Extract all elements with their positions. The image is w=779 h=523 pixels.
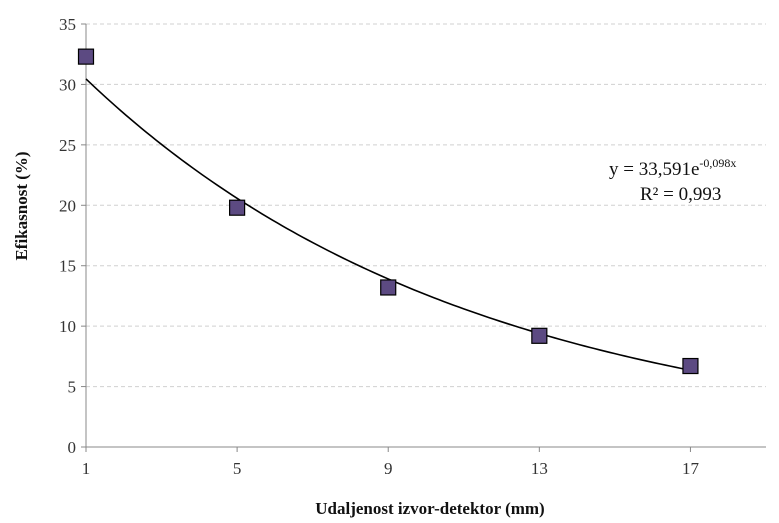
equation-exponent: -0,098x: [699, 156, 736, 170]
r-squared-label: R² = 0,993: [640, 184, 721, 205]
data-point: [531, 327, 548, 344]
y-tick-label: 35: [59, 15, 76, 34]
data-point: [380, 279, 397, 296]
y-tick-label: 5: [68, 378, 77, 397]
trendline-equation: y = 33,591e-0,098x: [609, 156, 736, 180]
y-tick-label: 0: [68, 438, 77, 457]
data-point: [229, 199, 246, 216]
data-points: [77, 48, 699, 375]
y-tick-label: 30: [59, 75, 76, 94]
x-tick-label: 13: [531, 459, 548, 478]
x-tick-label: 9: [384, 459, 393, 478]
data-point: [682, 357, 699, 375]
y-axis-title: Efikasnost (%): [12, 151, 31, 260]
trendline: [85, 78, 691, 372]
y-tick-label: 25: [59, 136, 76, 155]
gridlines: [86, 23, 766, 388]
y-tick-label: 15: [59, 257, 76, 276]
y-tick-label: 10: [59, 317, 76, 336]
equation-base: y = 33,591e: [609, 159, 699, 180]
x-tick-label: 1: [82, 459, 91, 478]
x-tick-label: 17: [682, 459, 700, 478]
y-tick-label: 20: [59, 196, 76, 215]
x-tick-label: 5: [233, 459, 242, 478]
x-axis-title: Udaljenost izvor-detektor (mm): [315, 499, 544, 518]
axes: [81, 23, 766, 452]
data-point: [77, 48, 95, 65]
